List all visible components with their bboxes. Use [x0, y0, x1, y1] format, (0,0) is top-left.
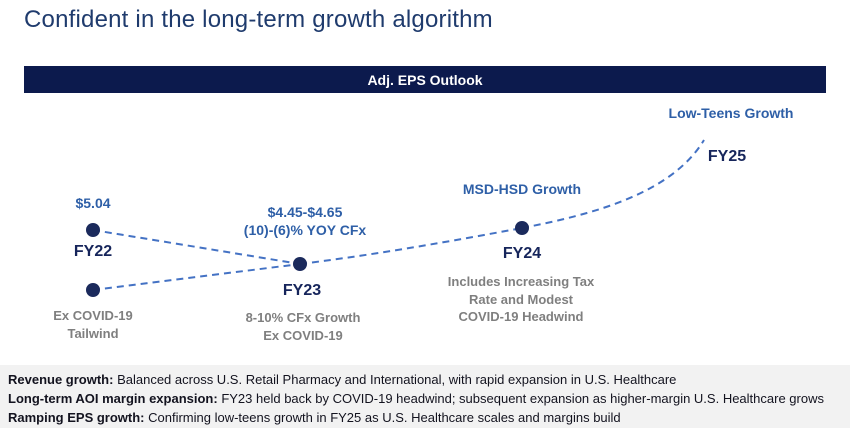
fy25-axis-label: FY25: [707, 148, 747, 165]
fy22-note-line1: Ex COVID-19: [53, 308, 133, 323]
fy24-note-line2: Rate and Modest: [468, 291, 574, 307]
fy22-value-label: $5.04: [75, 194, 110, 212]
chart-title: Adj. EPS Outlook: [367, 71, 483, 88]
fy23-value-label: $4.45-$4.65 (10)-(6)% YOY CFx: [244, 203, 366, 239]
fy22-value: $5.04: [75, 195, 111, 211]
fy23-note-label: 8-10% CFx Growth Ex COVID-19: [246, 309, 361, 344]
footer-line-eps-growth: Ramping EPS growth: Confirming low-teens…: [8, 408, 842, 427]
fy23-value-line1: $4.45-$4.65: [267, 204, 343, 220]
fy24-axis-label: FY24: [502, 245, 542, 262]
fy23-note-line1: 8-10% CFx Growth: [245, 310, 361, 325]
fy23-note-line2: Ex COVID-19: [263, 327, 343, 343]
footer-line1-text: Balanced across U.S. Retail Pharmacy and…: [113, 372, 677, 387]
footer-notes: Revenue growth: Balanced across U.S. Ret…: [0, 365, 850, 428]
fy22-note-label: Ex COVID-19 Tailwind: [53, 307, 132, 342]
fy22-note-line2: Tailwind: [67, 325, 119, 341]
footer-line3-text: Confirming low-teens growth in FY25 as U…: [144, 410, 621, 425]
page-title: Confident in the long-term growth algori…: [24, 6, 493, 33]
footer-line2-bold: Long-term AOI margin expansion:: [8, 391, 218, 406]
footer-line3-bold: Ramping EPS growth:: [8, 410, 145, 425]
fy25-value-label: Low-Teens Growth: [668, 105, 794, 121]
fy23-value-line2: (10)-(6)% YOY CFx: [243, 222, 367, 239]
fy24-note-line1: Includes Increasing Tax: [447, 274, 595, 289]
fy24-value-label: MSD-HSD Growth: [463, 180, 581, 198]
footer-line-revenue-growth: Revenue growth: Balanced across U.S. Ret…: [8, 370, 842, 389]
fy24-note-label: Includes Increasing Tax Rate and Modest …: [448, 273, 594, 326]
footer-line-aoi-margin: Long-term AOI margin expansion: FY23 hel…: [8, 389, 842, 408]
footer-line1-bold: Revenue growth:: [8, 372, 114, 387]
fy23-axis-label: FY23: [282, 282, 322, 299]
footer-line2-text: FY23 held back by COVID-19 headwind; sub…: [217, 391, 824, 406]
fy24-note-line3: COVID-19 Headwind: [458, 309, 584, 325]
fy24-value: MSD-HSD Growth: [462, 181, 582, 197]
chart-title-banner: Adj. EPS Outlook: [24, 66, 826, 93]
fy22-axis-label: FY22: [73, 243, 113, 260]
